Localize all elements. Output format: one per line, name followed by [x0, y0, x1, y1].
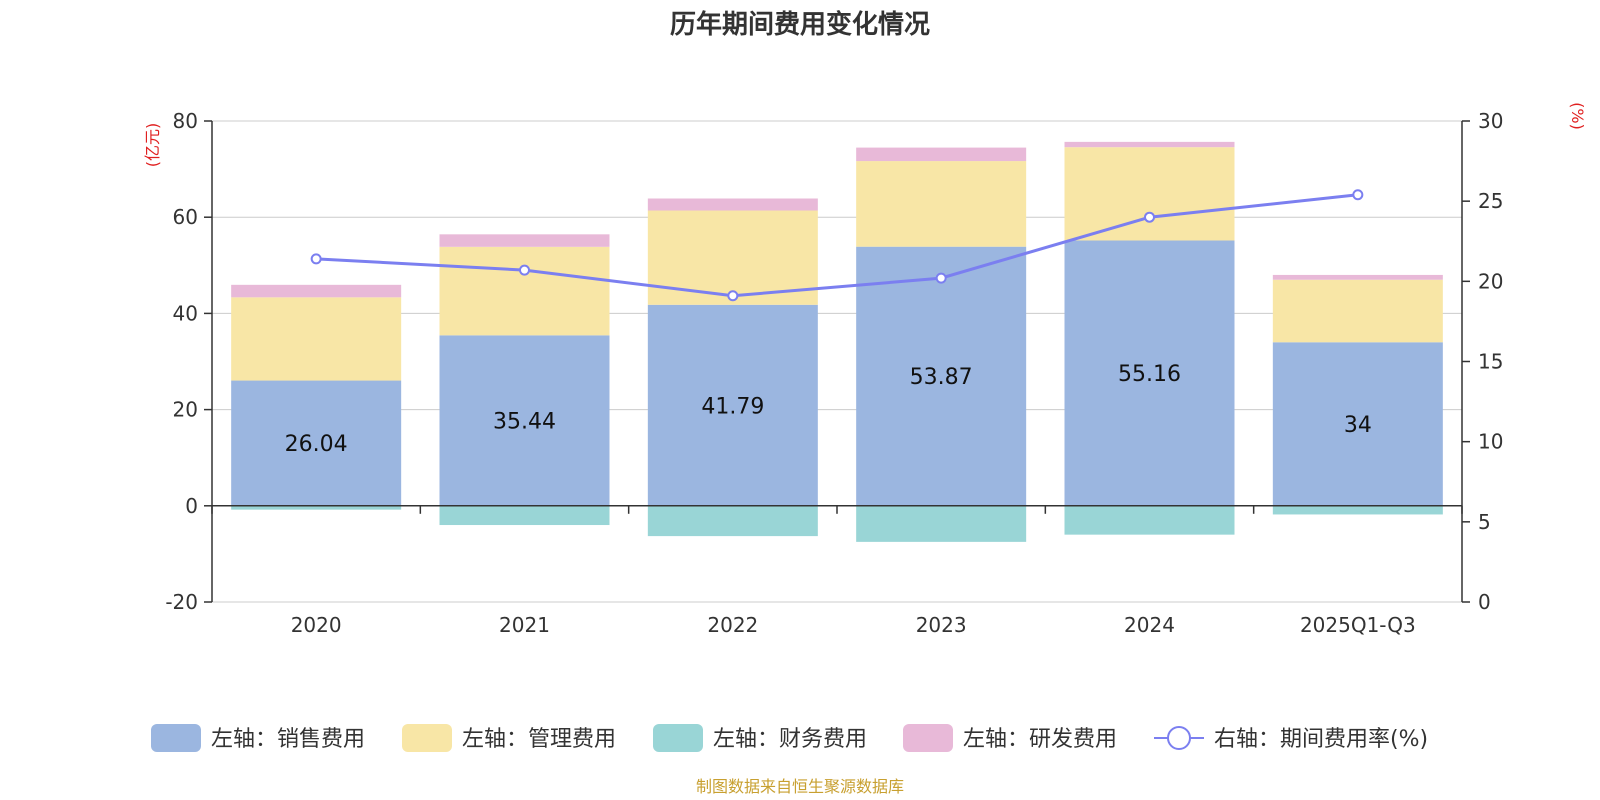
- legend-swatch: [653, 724, 703, 752]
- bar-segment: [856, 147, 1027, 162]
- bar-value-label: 35.44: [493, 410, 556, 435]
- bar-segment: [231, 297, 402, 381]
- category-label: 2020: [291, 613, 342, 637]
- left-tick-label: 0: [185, 494, 198, 518]
- bar-segment: [1272, 279, 1443, 343]
- left-tick-label: 80: [173, 109, 198, 133]
- bar-segment: [439, 246, 610, 336]
- right-axis-unit: (%): [1568, 102, 1587, 130]
- bar-segment: [1064, 505, 1235, 535]
- bar-value-label: 34: [1344, 413, 1372, 438]
- category-label: 2025Q1-Q3: [1300, 613, 1416, 637]
- right-tick-label: 20: [1478, 269, 1503, 293]
- bar-segment: [231, 380, 402, 506]
- bar-segment: [1064, 240, 1235, 506]
- bar-segment: [856, 161, 1027, 247]
- right-tick-label: 0: [1478, 590, 1491, 614]
- line-point: [519, 264, 530, 276]
- bar-segment: [647, 304, 818, 506]
- bar-segment: [231, 284, 402, 298]
- category-label: 2024: [1124, 613, 1175, 637]
- legend-marker: [1167, 726, 1191, 750]
- legend-swatch: [903, 724, 953, 752]
- left-axis-unit: (亿元): [143, 123, 162, 168]
- right-tick-label: 10: [1478, 430, 1503, 454]
- legend: 左轴：销售费用 左轴：管理费用 左轴：财务费用 左轴：研发费用 右轴：期间费用率(%): [151, 724, 1428, 752]
- category-label: 2022: [707, 613, 758, 637]
- line-point: [727, 290, 739, 302]
- bar-segment: [1272, 342, 1443, 506]
- legend-label: 左轴：销售费用: [211, 727, 365, 752]
- line-point: [310, 253, 322, 265]
- bar-value-label: 41.79: [701, 394, 764, 419]
- legend-label: 左轴：财务费用: [713, 727, 867, 752]
- right-tick-label: 25: [1478, 189, 1503, 213]
- legend-label: 左轴：管理费用: [462, 727, 616, 752]
- left-tick-label: 40: [173, 301, 198, 325]
- bar-segment: [1272, 274, 1443, 280]
- legend-swatch: [151, 724, 201, 752]
- source-note: 制图数据来自恒生聚源数据库: [696, 777, 904, 796]
- bar-segment: [439, 505, 610, 526]
- line-path: [316, 193, 1358, 298]
- bar-series: [231, 141, 1443, 542]
- bar-segment: [1272, 505, 1443, 515]
- bar-segment: [1064, 147, 1235, 241]
- bar-segment: [439, 234, 610, 247]
- bar-segment: [856, 505, 1027, 542]
- right-tick-label: 5: [1478, 510, 1491, 534]
- legend-label: 右轴：期间费用率(%): [1214, 727, 1428, 752]
- right-tick-label: 30: [1478, 109, 1503, 133]
- line-point: [1144, 211, 1155, 223]
- bar-segment: [1064, 141, 1235, 148]
- bar-segment: [231, 505, 402, 510]
- bar-segment: [439, 335, 610, 506]
- bar-segment: [647, 198, 818, 211]
- left-tick-label: 20: [173, 398, 198, 422]
- bar-value-label: 55.16: [1118, 362, 1181, 387]
- grid-lines: [212, 120, 1462, 603]
- category-label: 2021: [499, 613, 550, 637]
- bar-value-label: 53.87: [910, 365, 973, 390]
- bar-segment: [856, 246, 1027, 506]
- chart-title: 历年期间费用变化情况: [670, 9, 930, 40]
- legend-swatch: [402, 724, 452, 752]
- left-tick-label: -20: [165, 590, 198, 614]
- line-point: [935, 272, 947, 284]
- category-label: 2023: [916, 613, 967, 637]
- bar-value-label: 26.04: [285, 432, 348, 457]
- axes: 80 60 40 20 0 -20 30 25 20 15 10 5 0 2020 2021 2022 2023…: [165, 109, 1503, 637]
- legend-label: 左轴：研发费用: [963, 727, 1117, 752]
- bar-segment: [647, 505, 818, 537]
- line-series: [310, 189, 1364, 302]
- data-labels: 26.04 35.44 41.79 53.87 55.16 34: [285, 362, 1372, 457]
- line-point: [1352, 189, 1364, 201]
- right-tick-label: 15: [1478, 350, 1503, 374]
- left-tick-label: 60: [173, 205, 198, 229]
